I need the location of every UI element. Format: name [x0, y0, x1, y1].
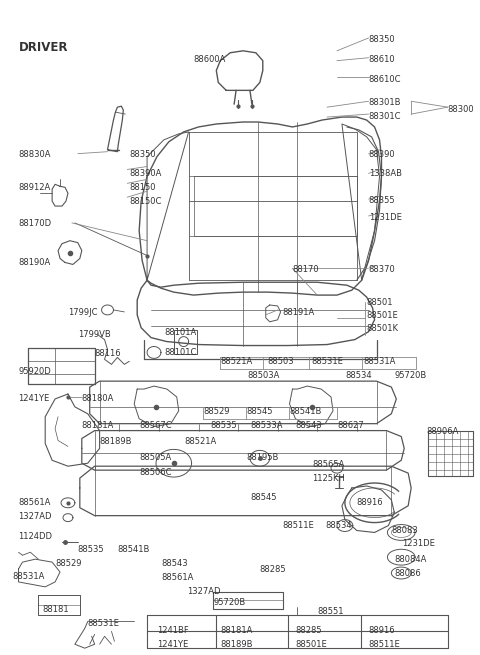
Text: 88561A: 88561A [161, 573, 193, 582]
Text: 1231DE: 1231DE [369, 213, 401, 222]
Text: 88189B: 88189B [99, 436, 132, 445]
Text: 88190A: 88190A [19, 259, 51, 267]
Text: 88101C: 88101C [164, 348, 196, 356]
Text: 88503A: 88503A [247, 371, 279, 381]
Text: 88600A: 88600A [193, 55, 226, 64]
Text: 88551: 88551 [317, 607, 344, 616]
Text: 88116: 88116 [95, 350, 121, 358]
Text: 88529: 88529 [55, 559, 82, 568]
Text: 88370: 88370 [369, 265, 396, 274]
Text: 88300: 88300 [448, 105, 474, 114]
Text: 88083: 88083 [391, 525, 418, 534]
Text: 88170D: 88170D [19, 219, 52, 228]
Text: 88390: 88390 [369, 150, 395, 159]
Text: 88181: 88181 [42, 605, 69, 614]
Text: 1241YE: 1241YE [157, 641, 188, 649]
Text: 88561A: 88561A [19, 498, 51, 507]
Text: 95920D: 95920D [19, 367, 51, 376]
Text: 88511E: 88511E [369, 641, 400, 649]
Text: 88301B: 88301B [369, 98, 401, 107]
Text: 1241BF: 1241BF [157, 626, 189, 635]
Text: 88350: 88350 [129, 150, 156, 159]
Text: 88501E: 88501E [367, 311, 398, 320]
Text: 88506C: 88506C [139, 468, 172, 477]
Text: 88301C: 88301C [369, 112, 401, 121]
Text: 88531E: 88531E [311, 358, 343, 366]
Text: 88916: 88916 [357, 498, 384, 507]
Text: 88627: 88627 [337, 421, 364, 430]
Text: 88534: 88534 [325, 521, 352, 530]
Text: 88916: 88916 [369, 626, 395, 635]
Text: 1124DD: 1124DD [19, 533, 52, 542]
Text: 88545: 88545 [246, 407, 273, 416]
Text: DRIVER: DRIVER [19, 41, 68, 54]
Text: 88150C: 88150C [129, 197, 162, 206]
Text: 88170: 88170 [292, 265, 319, 274]
Text: 88084A: 88084A [395, 555, 427, 564]
Text: 88906A: 88906A [426, 426, 458, 436]
Text: 95720B: 95720B [213, 598, 246, 607]
Text: 88830A: 88830A [19, 150, 51, 159]
Text: 1327AD: 1327AD [187, 587, 220, 596]
Text: 88529: 88529 [204, 407, 230, 416]
Text: 88912A: 88912A [19, 183, 51, 193]
Text: 88180A: 88180A [82, 394, 114, 403]
Text: 88610C: 88610C [369, 75, 401, 84]
Text: 88567C: 88567C [139, 421, 172, 430]
Text: 88610: 88610 [369, 55, 395, 64]
Text: 1231DE: 1231DE [402, 539, 435, 548]
Text: 1327AD: 1327AD [19, 512, 52, 521]
Text: 88534: 88534 [345, 371, 372, 381]
Text: 95720B: 95720B [395, 371, 427, 381]
Text: 88355: 88355 [369, 196, 395, 205]
Text: 88181A: 88181A [82, 421, 114, 430]
Text: 88535: 88535 [210, 421, 237, 430]
Text: 88285: 88285 [295, 626, 322, 635]
Text: 88503: 88503 [268, 358, 294, 366]
Text: 88531E: 88531E [88, 618, 120, 627]
Text: 88285: 88285 [260, 565, 287, 574]
Text: 88191A: 88191A [283, 308, 315, 317]
Text: 88350: 88350 [369, 35, 395, 44]
Text: 88541B: 88541B [118, 546, 150, 554]
Text: 88521A: 88521A [185, 436, 217, 445]
Text: 88195B: 88195B [246, 453, 278, 462]
Text: 1799JC: 1799JC [68, 308, 97, 317]
Text: 1338AB: 1338AB [369, 170, 402, 178]
Text: 88533A: 88533A [250, 421, 282, 430]
Text: 1125KH: 1125KH [312, 474, 345, 483]
Text: 88150: 88150 [129, 183, 156, 193]
Text: 88531A: 88531A [364, 358, 396, 366]
Text: 88545: 88545 [250, 493, 276, 502]
Text: 88511E: 88511E [283, 521, 314, 530]
Text: 88390A: 88390A [129, 170, 162, 178]
Text: 1799VB: 1799VB [78, 329, 110, 339]
Text: 88501E: 88501E [295, 641, 327, 649]
Text: 88181A: 88181A [220, 626, 252, 635]
Text: 1241YE: 1241YE [19, 394, 50, 403]
Text: 88531A: 88531A [12, 572, 45, 581]
Text: 88543: 88543 [161, 559, 188, 568]
Text: 88535: 88535 [78, 546, 105, 554]
Text: 88086: 88086 [395, 569, 421, 578]
Text: 88101A: 88101A [164, 328, 196, 337]
Text: 88505A: 88505A [139, 453, 171, 462]
Text: 88521A: 88521A [220, 358, 252, 366]
Text: 88541B: 88541B [289, 407, 322, 416]
Text: 88501K: 88501K [367, 324, 399, 333]
Text: 88543: 88543 [295, 421, 322, 430]
Text: 88189B: 88189B [220, 641, 253, 649]
Text: 88565A: 88565A [312, 460, 345, 469]
Text: 88501: 88501 [367, 298, 393, 307]
